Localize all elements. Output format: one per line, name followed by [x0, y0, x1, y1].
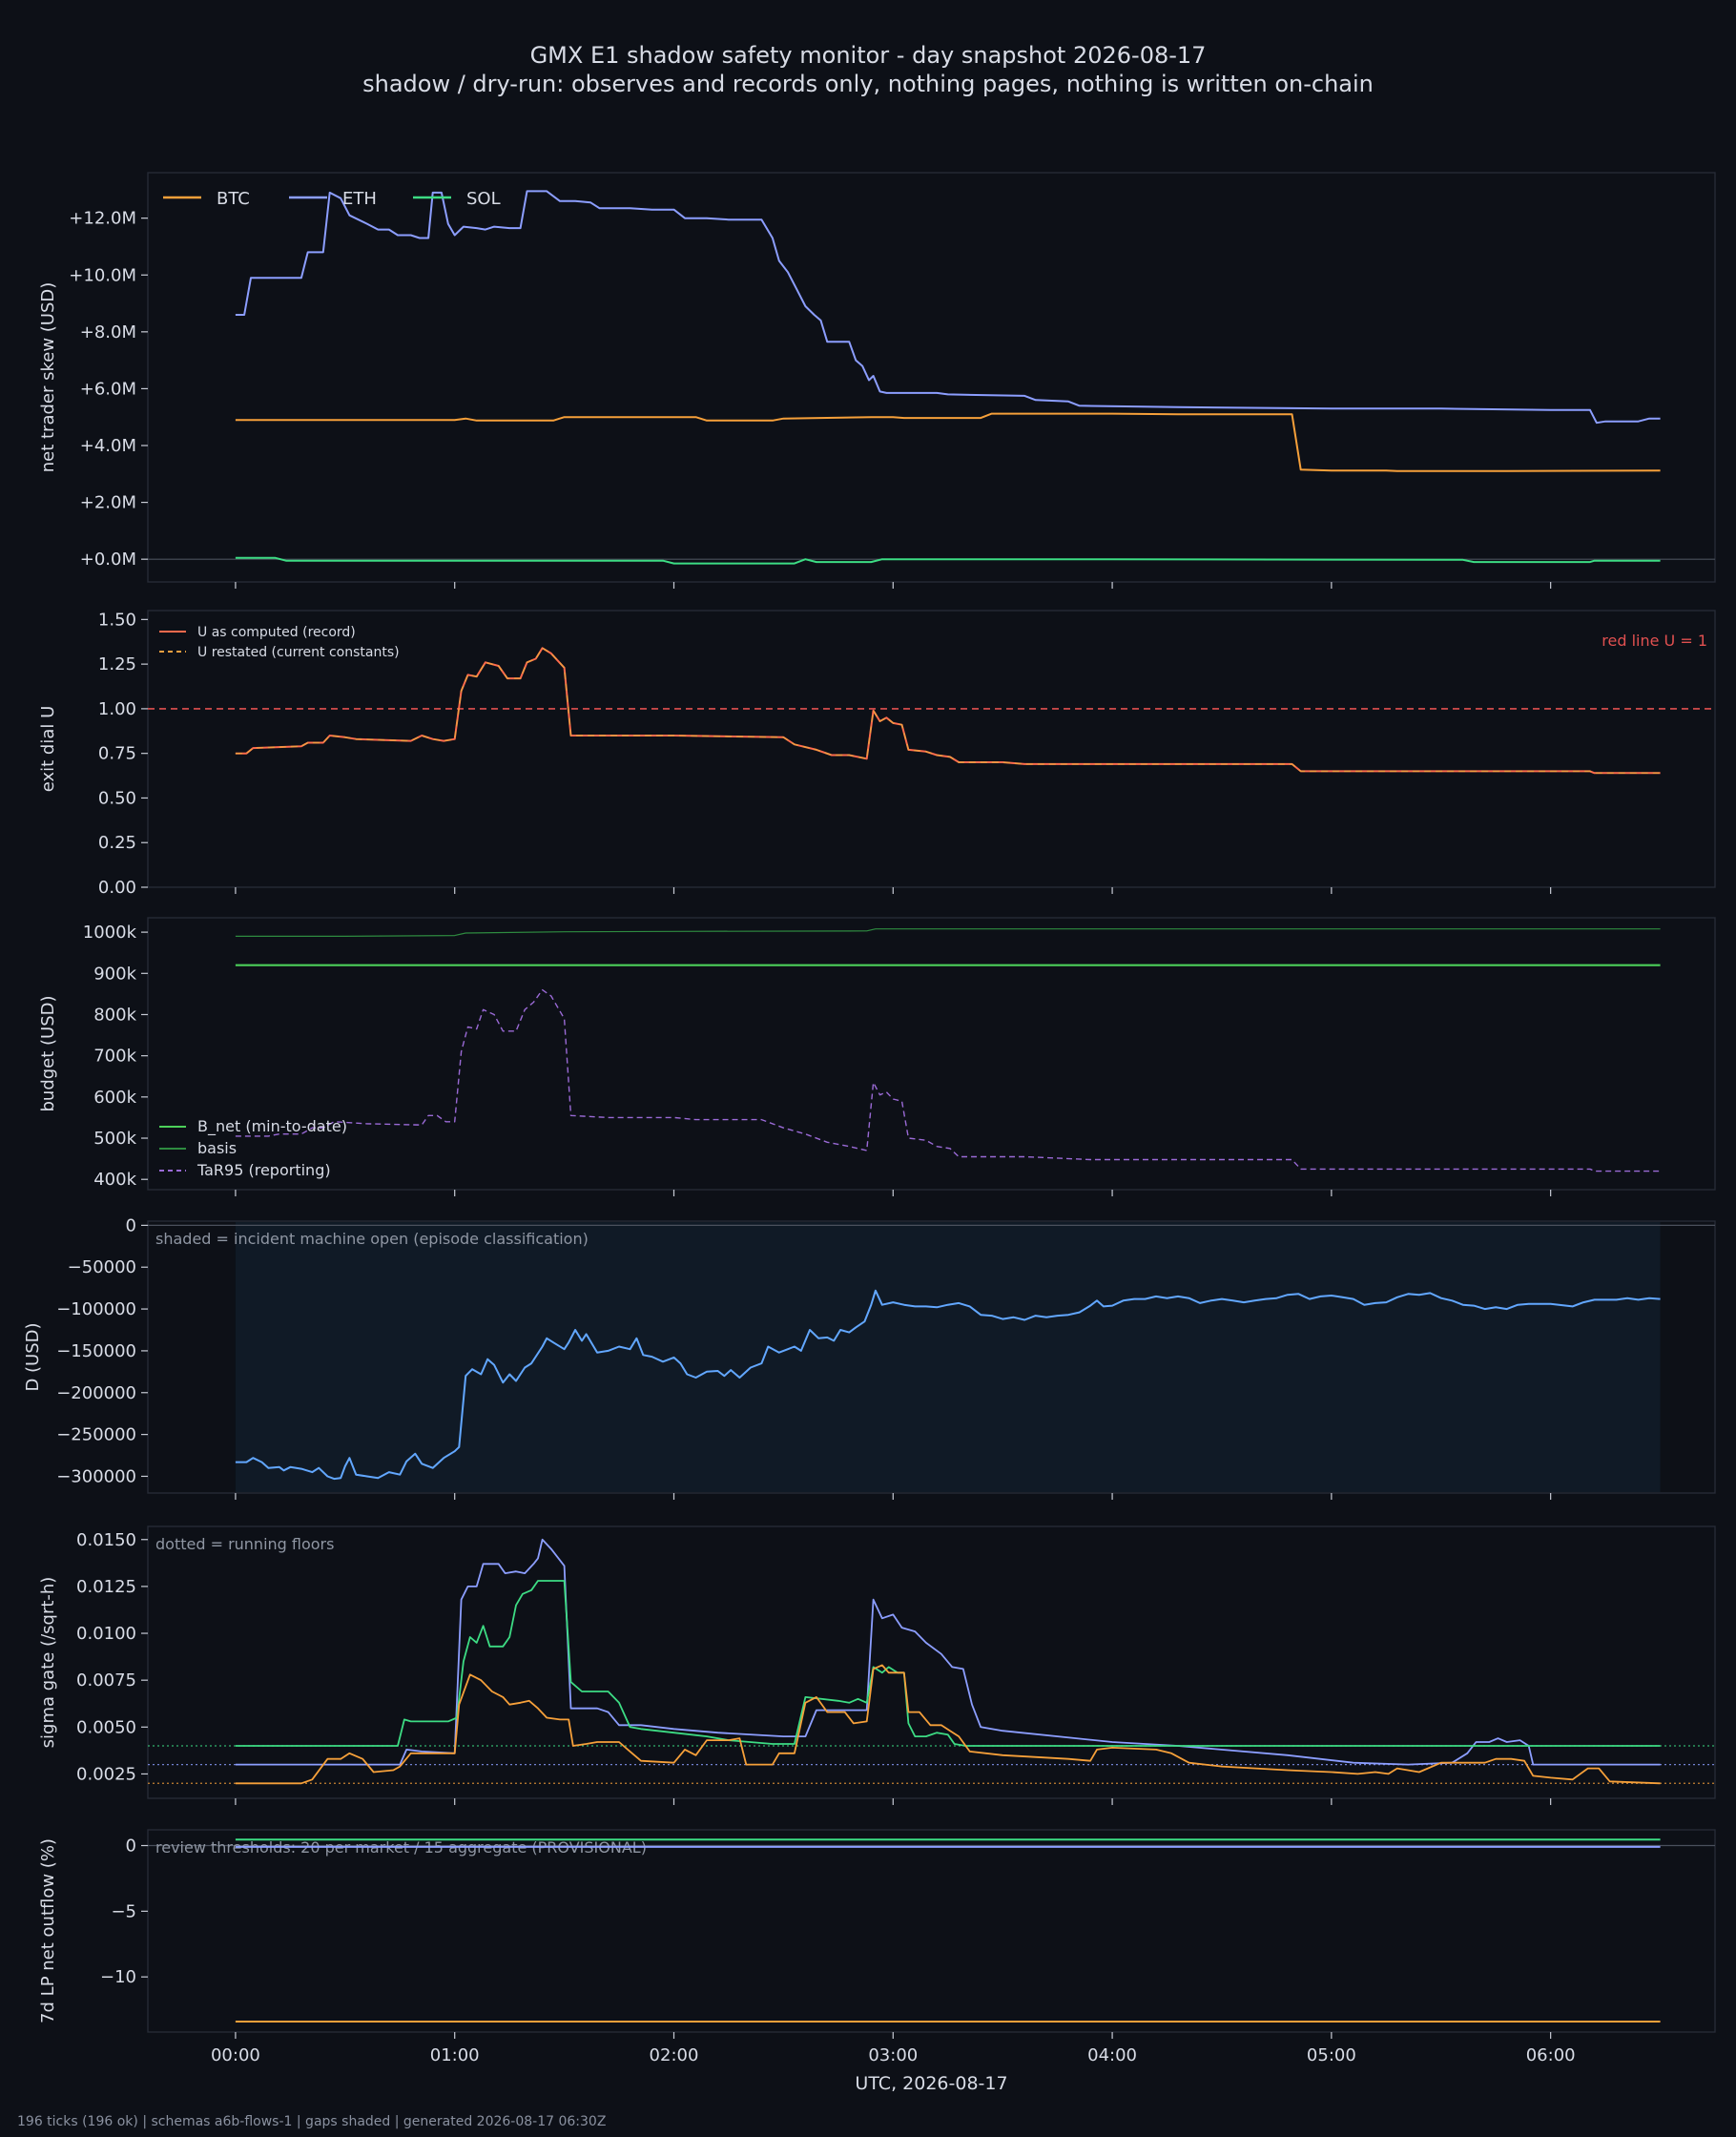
y-tick-label: +2.0M — [80, 493, 136, 513]
y-axis-label: budget (USD) — [38, 995, 58, 1111]
y-tick-label: 0.0025 — [76, 1764, 136, 1784]
panel-sigma: 0.0025 0.0050 0.0075 0.0100 0.0125 0.0150 sigm… — [38, 1525, 1716, 1805]
y-tick-label: 1.50 — [98, 610, 136, 630]
y-tick-label: +6.0M — [80, 379, 136, 399]
series-line-dial-1 — [235, 647, 1661, 774]
panel-budget: 400k 500k 600k 700k 800k 900k 1000k budget (USD… — [38, 917, 1716, 1196]
y-tick-label: −100000 — [56, 1299, 136, 1319]
y-tick-label: 600k — [93, 1088, 136, 1108]
panel-annotation: dotted = running floors — [155, 1535, 334, 1553]
series-line-skew-1 — [235, 412, 1661, 472]
y-tick-label: 0.50 — [98, 788, 136, 808]
panel-dial: red line U = 1 0.00 0.25 0.50 0.75 1.00 1.25 1.… — [38, 610, 1716, 898]
y-tick-label: 1.25 — [98, 654, 136, 674]
panel-annotation: shaded = incident machine open (episode … — [155, 1230, 589, 1248]
panel-lp: −10 −5 0 00:00 01:00 02:00 03:00 04:00 05:00 06:0… — [38, 1829, 1716, 2094]
series-line-sigma-2 — [235, 1664, 1661, 1785]
y-tick-label: 0 — [126, 1215, 136, 1235]
y-tick-label: +12.0M — [69, 209, 136, 229]
series-line-skew-2 — [235, 556, 1661, 565]
y-tick-label: 0.75 — [98, 744, 136, 764]
x-tick-label: 05:00 — [1307, 2045, 1356, 2065]
series-line-drawdown-0 — [235, 1289, 1661, 1481]
x-tick-label: 04:00 — [1087, 2045, 1137, 2065]
legend-label: ETH — [342, 189, 377, 209]
series-line-budget-1 — [235, 928, 1661, 937]
legend-label: basis — [197, 1139, 237, 1157]
figure-subtitle: shadow / dry-run: observes and records o… — [362, 71, 1374, 97]
y-tick-label: 0.25 — [98, 833, 136, 853]
y-tick-label: 1.00 — [98, 699, 136, 719]
incident-shade — [235, 1222, 1661, 1492]
y-tick-label: +0.0M — [80, 550, 136, 570]
panel-skew: +0.0M +2.0M +4.0M +6.0M +8.0M +10.0M +12.0M net… — [38, 172, 1716, 589]
y-tick-label: −300000 — [56, 1466, 136, 1486]
y-tick-label: −5 — [111, 1901, 136, 1921]
x-tick-label: 02:00 — [650, 2045, 699, 2065]
y-tick-label: 800k — [93, 1005, 136, 1025]
figure-title: GMX E1 shadow safety monitor - day snaps… — [530, 42, 1207, 69]
y-tick-label: 0.0075 — [76, 1670, 136, 1691]
footer-note: 196 ticks (196 ok) | schemas a6b-flows-1… — [17, 2114, 606, 2129]
y-tick-label: +4.0M — [80, 436, 136, 456]
y-tick-label: −10 — [100, 1967, 136, 1987]
y-tick-label: 1000k — [83, 923, 137, 943]
y-axis-label: exit dial U — [38, 706, 58, 793]
panel-frame-lp — [147, 1829, 1716, 2033]
y-tick-label: 0.0100 — [76, 1624, 136, 1644]
y-tick-label: 400k — [93, 1170, 136, 1190]
y-tick-label: +8.0M — [80, 322, 136, 342]
y-axis-label: net trader skew (USD) — [38, 282, 58, 473]
y-tick-label: −150000 — [56, 1341, 136, 1361]
panel-frame-sigma — [147, 1525, 1716, 1799]
y-tick-label: +10.0M — [69, 265, 136, 285]
y-axis-label: 7d LP net outflow (%) — [38, 1838, 58, 2023]
legend-label: B_net (min-to-date) — [197, 1117, 347, 1136]
y-tick-label: −200000 — [56, 1383, 136, 1403]
y-tick-label: −50000 — [68, 1257, 136, 1277]
legend-label: U restated (current constants) — [197, 645, 400, 660]
y-tick-label: 0.0150 — [76, 1530, 136, 1550]
legend-label: SOL — [466, 189, 501, 209]
legend-label: BTC — [217, 189, 250, 209]
y-tick-label: 700k — [93, 1047, 136, 1067]
y-axis-label: sigma gate (/sqrt-h) — [38, 1577, 58, 1749]
x-tick-label: 06:00 — [1526, 2045, 1576, 2065]
series-line-budget-2 — [235, 988, 1661, 1172]
legend-label: TaR95 (reporting) — [196, 1161, 331, 1179]
x-tick-label: 00:00 — [211, 2045, 260, 2065]
panel-drawdown: −300000 −250000 −200000 −150000 −100000 −5000… — [23, 1215, 1716, 1500]
y-tick-label: 900k — [93, 964, 136, 984]
legend-dial: U as computed (record) U restated (curren… — [159, 625, 400, 660]
y-tick-label: 0.0050 — [76, 1717, 136, 1737]
x-axis-label: UTC, 2026-08-17 — [855, 2073, 1007, 2094]
panels: +0.0M +2.0M +4.0M +6.0M +8.0M +10.0M +12.0M net… — [23, 172, 1716, 2094]
legend-skew: BTC ETH SOL — [163, 189, 501, 209]
legend-label: U as computed (record) — [197, 625, 356, 640]
x-tick-label: 03:00 — [868, 2045, 918, 2065]
panel-frame-skew — [147, 172, 1716, 583]
y-tick-label: 0 — [126, 1836, 136, 1857]
legend-budget: B_net (min-to-date) basis TaR95 (reporting… — [159, 1117, 347, 1179]
x-tick-label: 01:00 — [430, 2045, 480, 2065]
panel-frame-dial — [147, 610, 1716, 888]
panel-frame-budget — [147, 917, 1716, 1191]
y-tick-label: 500k — [93, 1129, 136, 1149]
red-line-label: red line U = 1 — [1602, 632, 1707, 650]
y-tick-label: 0.00 — [98, 878, 136, 898]
y-tick-label: 0.0125 — [76, 1577, 136, 1597]
y-axis-label: D (USD) — [23, 1322, 43, 1391]
series-line-skew-0 — [235, 190, 1661, 425]
series-line-sigma-0 — [235, 1538, 1661, 1766]
y-tick-label: −250000 — [56, 1425, 136, 1445]
